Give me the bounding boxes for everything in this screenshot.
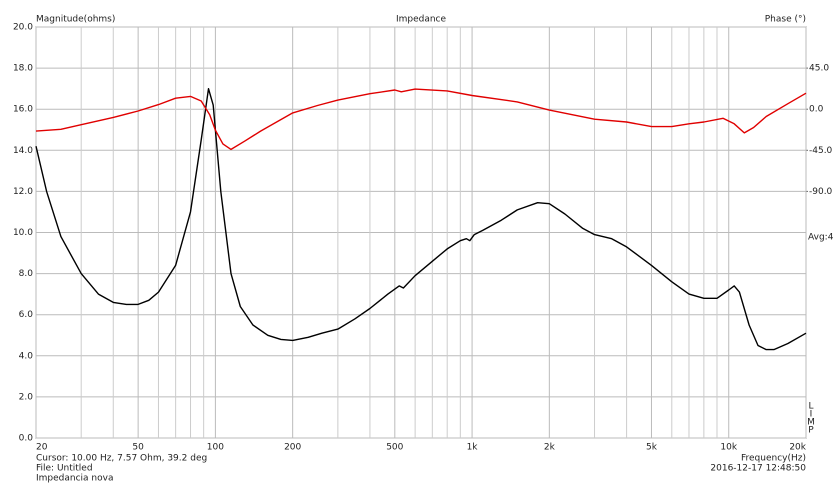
x-tick-label: 20 (36, 443, 48, 453)
side-letter: M (807, 418, 815, 428)
x-tick-label: 5k (646, 443, 658, 453)
y-tick-label: 4.0 (19, 351, 34, 361)
footer-text: File: Untitled (36, 464, 93, 474)
y2-axis-label: Phase (°) (765, 15, 806, 25)
y-tick-label: 2.0 (19, 392, 34, 402)
side-letter: P (808, 426, 814, 436)
side-letter: L (808, 402, 813, 412)
y2-tick-label: 0.0 (809, 105, 824, 115)
y-tick-label: 0.0 (19, 434, 34, 444)
chart-title: Impedance (396, 15, 447, 25)
y2-tick-label: -45.0 (809, 146, 833, 156)
y2-tick-label: 45.0 (809, 64, 829, 74)
x-axis-label: Frequency(Hz) (741, 454, 806, 464)
series-line (35, 88, 807, 351)
x-tick-label: 1k (467, 443, 479, 453)
y-tick-label: 14.0 (13, 146, 33, 156)
y-tick-label: 18.0 (13, 64, 33, 74)
y-tick-label: 8.0 (19, 269, 34, 279)
y-tick-label: 12.0 (13, 187, 33, 197)
timestamp: 2016-12-17 12:48:50 (710, 464, 806, 474)
x-tick-label: 500 (386, 443, 403, 453)
x-tick-label: 10k (720, 443, 737, 453)
series-line (35, 88, 807, 151)
y-tick-label: 6.0 (19, 310, 34, 320)
footer-text: Cursor: 10.00 Hz, 7.57 Ohm, 39.2 deg (36, 454, 207, 464)
x-tick-label: 50 (132, 443, 144, 453)
x-tick-label: 200 (284, 443, 301, 453)
y-tick-label: 20.0 (13, 23, 33, 33)
x-tick-label: 20k (789, 443, 806, 453)
footer-text: Impedancia nova (36, 474, 113, 483)
y2-tick-label: -90.0 (809, 187, 833, 197)
side-letter: I (810, 410, 813, 420)
x-tick-label: 2k (544, 443, 556, 453)
y-axis-label: Magnitude(ohms) (36, 15, 115, 25)
y-tick-label: 16.0 (13, 105, 33, 115)
y-tick-label: 10.0 (13, 228, 33, 238)
annotation: Avg:4 (808, 233, 834, 243)
x-tick-label: 100 (207, 443, 224, 453)
